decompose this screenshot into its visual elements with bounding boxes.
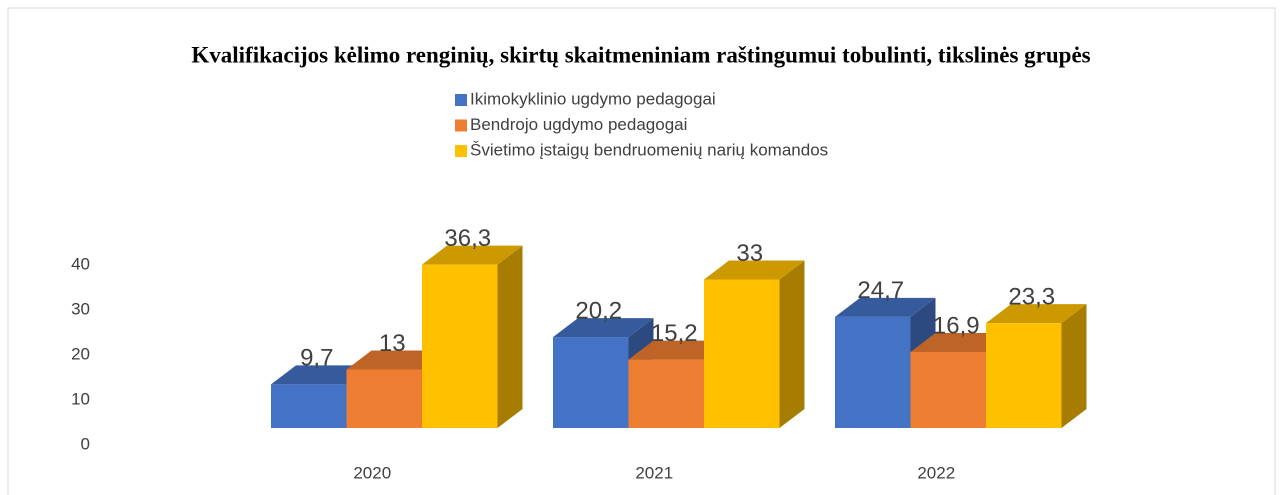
bar — [704, 279, 780, 428]
bar — [422, 264, 498, 428]
legend-label: Švietimo įstaigų bendruomenių narių koma… — [470, 140, 828, 159]
data-label: 33 — [736, 240, 763, 267]
bar-top — [986, 304, 1087, 324]
bar — [346, 369, 422, 428]
data-label: 20,2 — [575, 297, 622, 324]
bar-top — [628, 340, 729, 360]
bar-side — [497, 245, 523, 428]
bar — [910, 351, 986, 428]
bar-top — [835, 297, 936, 317]
data-label: 15,2 — [651, 320, 698, 347]
bar — [271, 384, 347, 428]
x-tick-label: 2022 — [917, 463, 955, 482]
bar-top — [346, 350, 447, 370]
legend-swatch — [455, 119, 467, 132]
y-tick-label: 20 — [71, 344, 90, 363]
bar-side — [1061, 304, 1087, 428]
bar — [986, 323, 1062, 428]
x-tick-label: 2021 — [635, 463, 673, 482]
legend-swatch — [455, 145, 467, 157]
y-tick-label: 30 — [71, 299, 90, 318]
data-label: 13 — [379, 330, 406, 357]
bar-top — [910, 332, 1011, 352]
bar — [553, 337, 629, 428]
bar-side — [779, 260, 805, 428]
legend-label: Ikimokyklinio ugdymo pedagogai — [470, 89, 716, 108]
data-label: 24,7 — [857, 277, 904, 304]
data-label: 36,3 — [444, 225, 491, 252]
bar-top — [553, 318, 654, 338]
bar-top — [271, 365, 372, 385]
y-tick-label: 10 — [71, 389, 90, 408]
y-tick-label: 0 — [81, 434, 90, 453]
y-tick-label: 40 — [71, 254, 90, 273]
bar — [628, 359, 704, 428]
data-label: 16,9 — [933, 312, 980, 339]
bar-top — [704, 260, 805, 280]
legend-swatch — [455, 94, 467, 106]
data-label: 9,7 — [300, 345, 333, 372]
bar-top — [422, 245, 523, 265]
data-label: 23,3 — [1008, 283, 1055, 310]
bar — [835, 316, 911, 428]
chart-title: Kvalifikacijos kėlimo renginių, skirtų s… — [191, 42, 1090, 67]
x-tick-label: 2020 — [353, 463, 391, 482]
legend-label: Bendrojo ugdymo pedagogai — [470, 115, 687, 134]
